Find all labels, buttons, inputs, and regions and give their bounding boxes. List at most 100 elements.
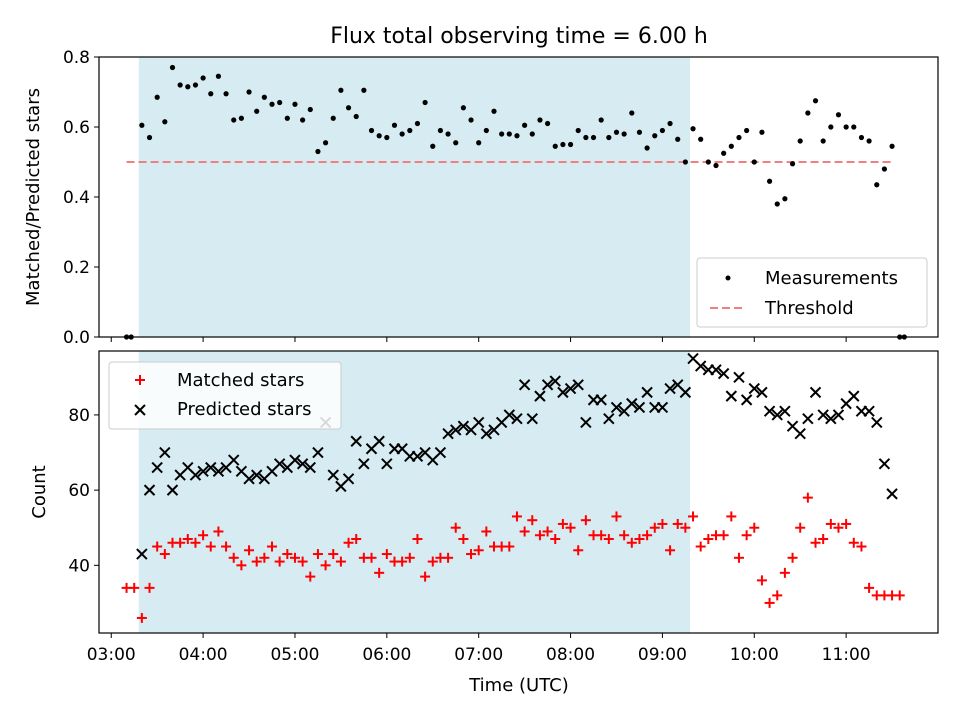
matched-star-point [274,556,285,567]
matched-star-point [427,556,438,567]
measurement-point [629,110,635,116]
predicted-star-point [228,454,240,466]
measurement-point [698,136,704,142]
matched-star-point [136,612,147,623]
measurement-point [200,75,206,81]
predicted-star-point [641,386,653,399]
legend-threshold-label: Threshold [764,298,854,319]
measurement-point [322,140,329,146]
measurement-point [361,87,367,93]
measurement-point [445,131,451,137]
measurement-point [177,82,183,88]
matched-star-point [864,582,875,593]
measurement-point [713,162,719,169]
predicted-star-point [212,465,225,478]
measurement-point [789,161,796,167]
matched-star-point [228,552,239,563]
top-y-tick-label: 0.8 [63,48,90,68]
measurement-point [468,117,474,123]
predicted-star-point [136,548,148,560]
measurement-point [583,134,589,141]
matched-star-point [626,537,637,548]
matched-star-point [603,534,614,544]
measurement-point [430,143,436,149]
bottom-y-tick-label: 80 [68,406,90,426]
matched-star-point [251,556,262,567]
matched-star-point [267,541,278,552]
measurement-point [728,143,734,149]
measurement-point [759,129,765,135]
top-legend-box [696,257,928,328]
matched-star-point [649,522,660,533]
top-y-axis-label: Matched/Predicted stars [23,88,44,306]
predicted-star-point [327,469,339,481]
predicted-star-point [595,394,607,406]
predicted-star-point [197,465,209,478]
x-tick-label: 07:00 [454,645,503,665]
matched-star-point [466,549,477,560]
predicted-star-point [411,450,424,462]
matched-star-point [328,549,339,560]
measurement-point [659,127,666,134]
measurement-point [721,150,727,156]
bottom-y-tick-label: 40 [68,556,90,576]
matched-star-point [802,492,813,503]
predicted-star-point [817,409,829,421]
predicted-star-point [610,401,623,414]
measurement-point [866,138,872,144]
predicted-star-point [518,379,531,391]
predicted-star-point [350,435,362,447]
predicted-star-point [503,409,516,421]
x-tick-label: 08:00 [546,645,595,665]
measurement-point [353,113,359,120]
predicted-star-point [725,390,738,402]
matched-star-point [833,522,844,533]
measurement-point [667,120,673,127]
measurement-point [751,159,757,165]
measurement-point [529,131,535,137]
predicted-star-point [273,458,286,470]
top-shaded-region [138,57,690,337]
matched-star-point [519,526,530,537]
matched-star-point [856,541,867,552]
matched-star-point [841,518,852,529]
measurement-point [154,94,160,100]
measurement-point [338,87,344,93]
predicted-star-point [304,461,316,474]
measurement-point [391,122,398,128]
x-tick-label: 09:00 [638,645,687,665]
measurement-point [307,106,313,113]
predicted-star-point [381,458,393,470]
predicted-star-point [572,379,584,391]
matched-star-point [596,530,607,541]
predicted-star-point [694,360,707,372]
matched-star-point [733,552,744,563]
matched-star-point [642,530,653,541]
matched-star-point [320,560,331,571]
matched-star-point [450,522,461,533]
matched-star-point [511,511,522,522]
measurement-point [613,129,620,135]
measurement-point [567,141,574,148]
top-panel: 0.00.20.40.60.8 Matched/Predicted stars … [23,48,939,348]
predicted-star-point [832,409,845,421]
matched-star-point [366,552,377,563]
measurement-point [652,133,658,139]
predicted-star-point [878,458,891,470]
matched-star-point [312,549,323,560]
measurement-point [889,143,895,149]
measurement-point [881,166,888,172]
predicted-star-point [296,458,309,470]
matched-star-point [335,556,346,567]
matched-star-point [779,567,790,578]
bottom-y-axis-label: Count [29,465,50,518]
legend-matched-plus [135,375,145,385]
predicted-star-point [151,461,163,474]
measurement-point [552,143,558,149]
top-y-tick-label: 0.0 [63,328,90,348]
measurement-point [560,141,566,148]
predicted-star-point [557,386,569,399]
measurement-point [345,105,352,111]
predicted-star-point [580,416,592,429]
bottom-plot-frame [98,350,939,634]
